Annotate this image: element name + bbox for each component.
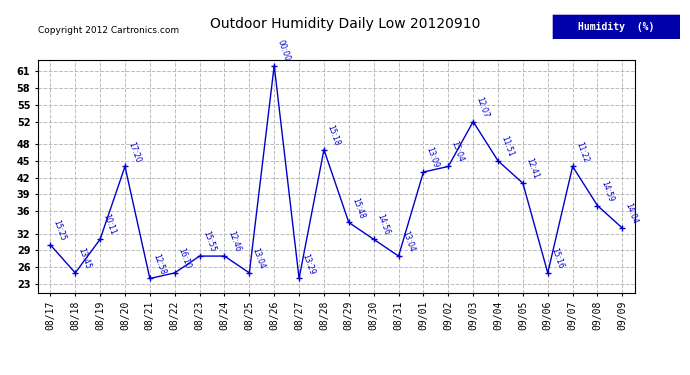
Text: 15:48: 15:48 — [351, 196, 366, 220]
Text: Humidity  (%): Humidity (%) — [578, 22, 654, 32]
Text: 13:04: 13:04 — [400, 230, 416, 253]
Text: 12:46: 12:46 — [226, 230, 241, 253]
Text: 12:07: 12:07 — [475, 95, 491, 119]
Text: 15:04: 15:04 — [450, 140, 466, 164]
Text: 11:51: 11:51 — [500, 135, 515, 158]
Text: 15:16: 15:16 — [549, 247, 565, 270]
Text: 12:41: 12:41 — [524, 157, 540, 180]
Text: 17:20: 17:20 — [126, 140, 142, 164]
Text: 11:22: 11:22 — [574, 140, 590, 164]
Text: 15:55: 15:55 — [201, 230, 217, 253]
Text: 12:58: 12:58 — [151, 252, 167, 276]
Text: 15:18: 15:18 — [325, 123, 341, 147]
Text: 16:10: 16:10 — [176, 247, 192, 270]
Text: 15:25: 15:25 — [52, 219, 68, 242]
Text: 13:09: 13:09 — [425, 146, 441, 169]
Text: 13:29: 13:29 — [300, 252, 316, 276]
Text: 14:56: 14:56 — [375, 213, 391, 237]
Text: 14:04: 14:04 — [624, 202, 640, 225]
Text: 00:00: 00:00 — [275, 39, 292, 63]
Text: 14:59: 14:59 — [599, 179, 615, 203]
Text: 10:11: 10:11 — [101, 213, 117, 237]
Text: Outdoor Humidity Daily Low 20120910: Outdoor Humidity Daily Low 20120910 — [210, 17, 480, 31]
Text: Copyright 2012 Cartronics.com: Copyright 2012 Cartronics.com — [38, 26, 179, 35]
Text: 13:45: 13:45 — [77, 246, 92, 270]
Text: 13:04: 13:04 — [250, 246, 266, 270]
